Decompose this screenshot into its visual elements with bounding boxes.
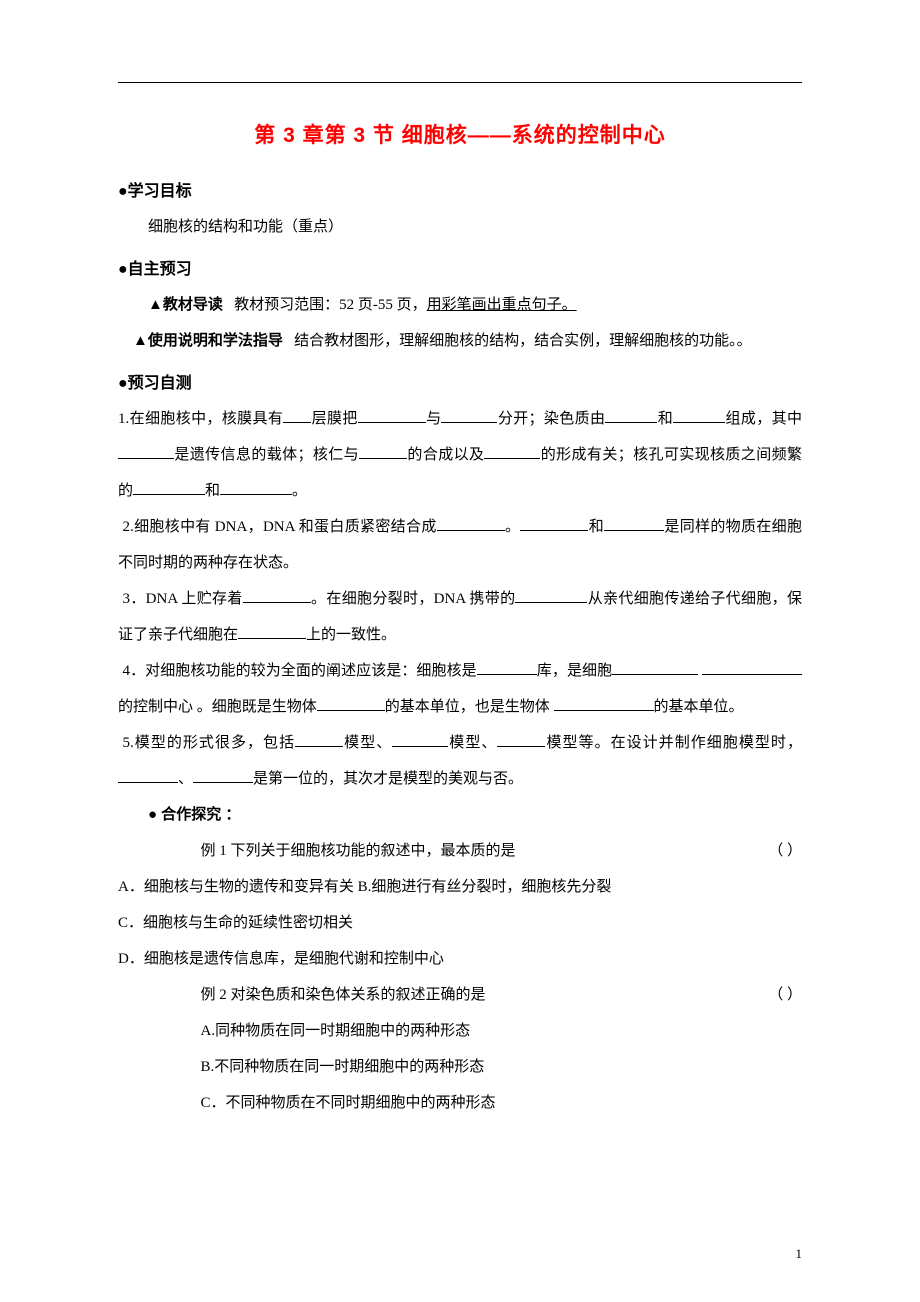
q5: 5.模型的形式很多，包括 模型、 模型、 模型等。在设计并制作细胞模型时， 、 是第一位的… xyxy=(118,725,802,797)
q2-c: 和 xyxy=(588,519,604,535)
coop-heading: ● 合作探究 ： xyxy=(118,797,802,833)
q1-d: 分开；染色质由 xyxy=(497,411,605,427)
q1-k: 。 xyxy=(292,483,307,499)
blank xyxy=(359,443,407,459)
blank xyxy=(118,443,174,459)
blank xyxy=(283,407,311,423)
blank xyxy=(497,731,545,747)
q5-b: 模型、 xyxy=(343,735,392,751)
guide-body-underlined: 用彩笔画出重点句子。 xyxy=(427,297,577,313)
q1-e: 和 xyxy=(657,411,673,427)
blank xyxy=(441,407,497,423)
ex1-paren: （ ） xyxy=(768,833,802,869)
blank xyxy=(515,587,587,603)
q3: 3．DNA 上贮存着。在细胞分裂时，DNA 携带的从亲代细胞传递给子代细胞，保证… xyxy=(118,581,802,653)
blank xyxy=(520,515,588,531)
q3-b: 。在细胞分裂时，DNA 携带的 xyxy=(311,591,516,607)
q1-f: 组成，其中 xyxy=(725,411,802,427)
blank xyxy=(392,731,448,747)
q4-b: 库，是细胞 xyxy=(537,663,612,679)
q3-d: 上的一致性。 xyxy=(306,627,396,643)
q2-a: 2.细胞核中有 DNA，DNA 和蛋白质紧密结合成 xyxy=(123,519,437,535)
blank xyxy=(612,659,698,675)
blank xyxy=(554,695,654,711)
ex1-opt-ab: A．细胞核与生物的遗传和变异有关 B.细胞进行有丝分裂时，细胞核先分裂 xyxy=(118,869,802,905)
blank xyxy=(358,407,426,423)
ex2-opt-c: C．不同种物质在不同时期细胞中的两种形态 xyxy=(118,1085,802,1121)
selftest-heading: ●预习自测 xyxy=(118,369,802,393)
goal-body: 细胞核的结构和功能（重点） xyxy=(118,209,802,245)
q1-h: 的合成以及 xyxy=(407,447,484,463)
goal-heading: ●学习目标 xyxy=(118,177,802,201)
blank xyxy=(317,695,385,711)
guide-body-a: 教材预习范围：52 页-55 页， xyxy=(234,297,427,313)
blank xyxy=(193,767,253,783)
ex1-stem: 例 1 下列关于细胞核功能的叙述中，最本质的是 （ ） xyxy=(118,833,802,869)
blank xyxy=(220,479,292,495)
blank xyxy=(605,407,657,423)
blank xyxy=(477,659,537,675)
q5-a: 5.模型的形式很多，包括 xyxy=(123,735,296,751)
ex1-stem-text: 例 1 下列关于细胞核功能的叙述中，最本质的是 xyxy=(201,833,516,869)
page: 第 3 章第 3 节 细胞核——系统的控制中心 ●学习目标 细胞核的结构和功能（… xyxy=(0,0,920,1302)
blank xyxy=(604,515,664,531)
q5-d: 模型等。在设计并制作细胞模型时， xyxy=(545,735,802,751)
guide-head: ▲教材导读 xyxy=(148,296,223,313)
blank xyxy=(118,767,178,783)
q1: 1.在细胞核中，核膜具有层膜把与分开；染色质由和组成，其中是遗传信息的载体；核仁… xyxy=(118,401,802,509)
blank xyxy=(295,731,343,747)
q1-g: 是遗传信息的载体；核仁与 xyxy=(174,447,359,463)
blank xyxy=(484,443,540,459)
blank xyxy=(238,623,306,639)
q5-f: 是第一位的，其次才是模型的美观与否。 xyxy=(253,771,523,787)
q1-a: 1.在细胞核中，核膜具有 xyxy=(118,411,283,427)
q5-c: 模型、 xyxy=(448,735,497,751)
q1-b: 层膜把 xyxy=(311,411,357,427)
instr-line: ▲使用说明和学法指导 结合教材图形，理解细胞核的结构，结合实例，理解细胞核的功能… xyxy=(118,323,802,359)
q2: 2.细胞核中有 DNA，DNA 和蛋白质紧密结合成。和是同样的物质在细胞不同时期… xyxy=(118,509,802,581)
q4-d: 的基本单位，也是生物体 xyxy=(385,699,550,715)
q3-a: 3．DNA 上贮存着 xyxy=(123,591,243,607)
blank xyxy=(243,587,311,603)
q4-c: 的控制中心 。细胞既是生物体 xyxy=(118,699,317,715)
ex2-stem-text: 例 2 对染色质和染色体关系的叙述正确的是 xyxy=(201,977,486,1013)
doc-title: 第 3 章第 3 节 细胞核——系统的控制中心 xyxy=(118,119,802,149)
q2-b: 。 xyxy=(505,519,521,535)
ex2-paren: （ ） xyxy=(768,977,802,1013)
q4-a: 4．对细胞核功能的较为全面的阐述应该是：细胞核是 xyxy=(123,663,477,679)
instr-head: ▲使用说明和学法指导 xyxy=(133,332,283,349)
q4-e: 的基本单位。 xyxy=(654,699,744,715)
q1-c: 与 xyxy=(426,411,442,427)
blank xyxy=(437,515,505,531)
q1-j: 和 xyxy=(205,483,220,499)
blank xyxy=(133,479,205,495)
q4: 4．对细胞核功能的较为全面的阐述应该是：细胞核是 库，是细胞 的控制中心 。细胞既… xyxy=(118,653,802,725)
guide-line: ▲教材导读 教材预习范围：52 页-55 页，用彩笔画出重点句子。 xyxy=(118,287,802,323)
blank xyxy=(673,407,725,423)
ex1-opt-d: D．细胞核是遗传信息库，是细胞代谢和控制中心 xyxy=(118,941,802,977)
top-rule xyxy=(118,82,802,83)
q5-e: 、 xyxy=(178,771,193,787)
ex2-stem: 例 2 对染色质和染色体关系的叙述正确的是 （ ） xyxy=(118,977,802,1013)
coop-head-text: ● 合作探究 ： xyxy=(148,806,240,823)
ex1-opt-c: C．细胞核与生命的延续性密切相关 xyxy=(118,905,802,941)
ex2-opt-a: A.同种物质在同一时期细胞中的两种形态 xyxy=(118,1013,802,1049)
ex2-opt-b: B.不同种物质在同一时期细胞中的两种形态 xyxy=(118,1049,802,1085)
blank xyxy=(702,659,802,675)
page-number: 1 xyxy=(796,1246,803,1262)
instr-body: 结合教材图形，理解细胞核的结构，结合实例，理解细胞核的功能。。 xyxy=(294,333,752,349)
preview-heading: ●自主预习 xyxy=(118,255,802,279)
